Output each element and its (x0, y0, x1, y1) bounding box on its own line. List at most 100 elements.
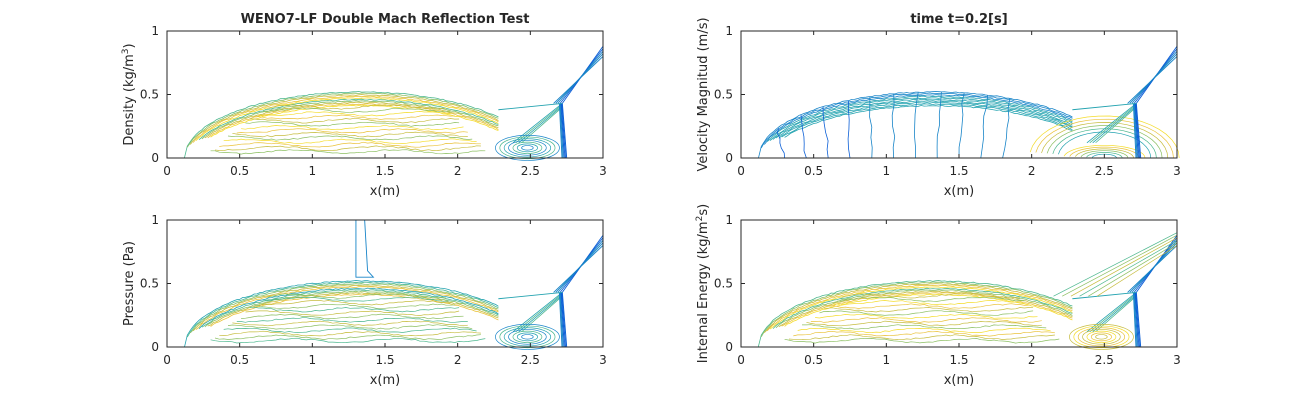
vortex-contour (499, 136, 556, 160)
radial-contour (958, 92, 965, 159)
mach-stem (1134, 103, 1139, 159)
inner-contour (823, 306, 1034, 313)
inner-contour (214, 334, 481, 340)
pressure-x-label: x(m) (370, 373, 401, 388)
x-tick-label: 2 (454, 164, 462, 178)
mach-stem (1133, 292, 1138, 348)
x-tick-label: 3 (599, 164, 607, 178)
panel-pressure: 0 0.5 1 1.5 2 2.5 3 0 0.5 1 x(m) Pressure (Pa) (122, 213, 607, 388)
x-tick-label: 1 (883, 353, 891, 367)
bow-shock-contour (190, 283, 499, 334)
mach-stem (1135, 103, 1141, 159)
y-tick-label: 0.5 (714, 88, 733, 102)
vortex-contour (1035, 118, 1174, 159)
pressure-contours (184, 219, 604, 350)
reflected-shock (1089, 104, 1137, 144)
x-tick-label: 2 (1028, 164, 1036, 178)
pressure-y-label: Pressure (Pa) (122, 241, 137, 326)
axes-frame (166, 219, 604, 348)
density-x-label: x(m) (370, 184, 401, 199)
inner-contour (223, 138, 477, 144)
slip-line (1072, 102, 1137, 111)
radial-contour (847, 100, 851, 159)
bow-shock-contour (769, 97, 1073, 141)
radial-contour (891, 93, 896, 159)
x-tick-label: 3 (1173, 353, 1181, 367)
bow-shock-contour (769, 286, 1073, 330)
x-tick-label: 1.5 (375, 353, 394, 367)
velocity-ticks: 0 0.5 1 1.5 2 2.5 3 0 0.5 1 (714, 24, 1181, 178)
bow-shock-contour (760, 92, 1073, 149)
vortex-contour (508, 140, 547, 156)
mach-stem (561, 103, 567, 159)
bow-shock-contour (760, 281, 1073, 337)
slip-line (498, 102, 563, 111)
x-tick-label: 3 (1173, 164, 1181, 178)
reflected-shock (1086, 103, 1137, 144)
inner-contour (828, 303, 1029, 309)
inner-contour (806, 320, 1042, 327)
y-tick-label: 0 (725, 340, 733, 354)
mach-stem (561, 292, 568, 348)
inner-contour (258, 111, 451, 117)
chart-title-left: WENO7-LF Double Mach Reflection Test (241, 12, 530, 27)
bow-shock-contour (784, 104, 1073, 138)
slip-line (1072, 291, 1137, 300)
bow-shock-contour (192, 95, 499, 143)
inner-contour (227, 324, 473, 330)
inner-contour (245, 121, 460, 127)
vortex-contour (512, 141, 543, 154)
y-tick-label: 0.5 (140, 277, 159, 291)
fan-contour (1088, 242, 1178, 297)
bow-shock-contour (764, 283, 1073, 333)
inner-contour (210, 149, 486, 155)
reflected-shock (1092, 105, 1137, 144)
bow-shock-contour (784, 293, 1073, 327)
vortex-contour (508, 329, 547, 345)
vortex-contour (521, 145, 534, 151)
bow-shock-contour (184, 91, 499, 159)
inner-contour (267, 293, 447, 299)
radial-contour (822, 106, 829, 159)
bow-shock-contour (192, 284, 499, 332)
vortex-contour (1069, 146, 1140, 159)
bow-shock-contour (195, 97, 499, 141)
inner-contour (232, 131, 468, 138)
vortex-contour (512, 330, 543, 343)
radial-contour (914, 92, 919, 159)
inner-contour (254, 114, 455, 120)
mach-stem (558, 103, 563, 159)
radial-contour (980, 94, 988, 159)
inner-contour (249, 306, 460, 313)
vortex-contour (1029, 115, 1180, 159)
bow-shock-contour (204, 101, 499, 139)
x-tick-label: 2.5 (1095, 164, 1114, 178)
inner-contour (267, 104, 446, 110)
bow-shock-contour (189, 94, 499, 145)
vortex-contour (1091, 153, 1117, 159)
x-tick-label: 2.5 (521, 353, 540, 367)
panel-velocity: time t=0.2[s] 0 0.5 1 1.5 2 2.5 3 0 0.5 1 x(m) Ve… (696, 12, 1181, 199)
y-tick-label: 1 (151, 213, 159, 227)
energy-x-label: x(m) (944, 373, 975, 388)
x-tick-label: 3 (599, 353, 607, 367)
vortex-contour (1052, 128, 1157, 159)
vortex-contour (503, 327, 552, 347)
slip-line (498, 291, 563, 300)
vortex-contour (521, 334, 534, 340)
x-tick-label: 0 (737, 164, 745, 178)
inner-contour (262, 296, 451, 302)
bow-shock-contour (201, 289, 499, 328)
vortex-contour (495, 134, 560, 161)
mach-stem (1133, 103, 1138, 159)
bow-shock-contour (186, 281, 499, 338)
bow-shock-contour (766, 95, 1073, 142)
vortex-contour (516, 332, 538, 342)
inner-contour (832, 300, 1025, 306)
mach-stem (1134, 292, 1139, 348)
incident-shock (553, 56, 604, 104)
y-tick-label: 0 (725, 151, 733, 165)
mach-stem (558, 292, 563, 348)
x-tick-label: 1 (309, 164, 317, 178)
fan-contour (1079, 240, 1178, 297)
